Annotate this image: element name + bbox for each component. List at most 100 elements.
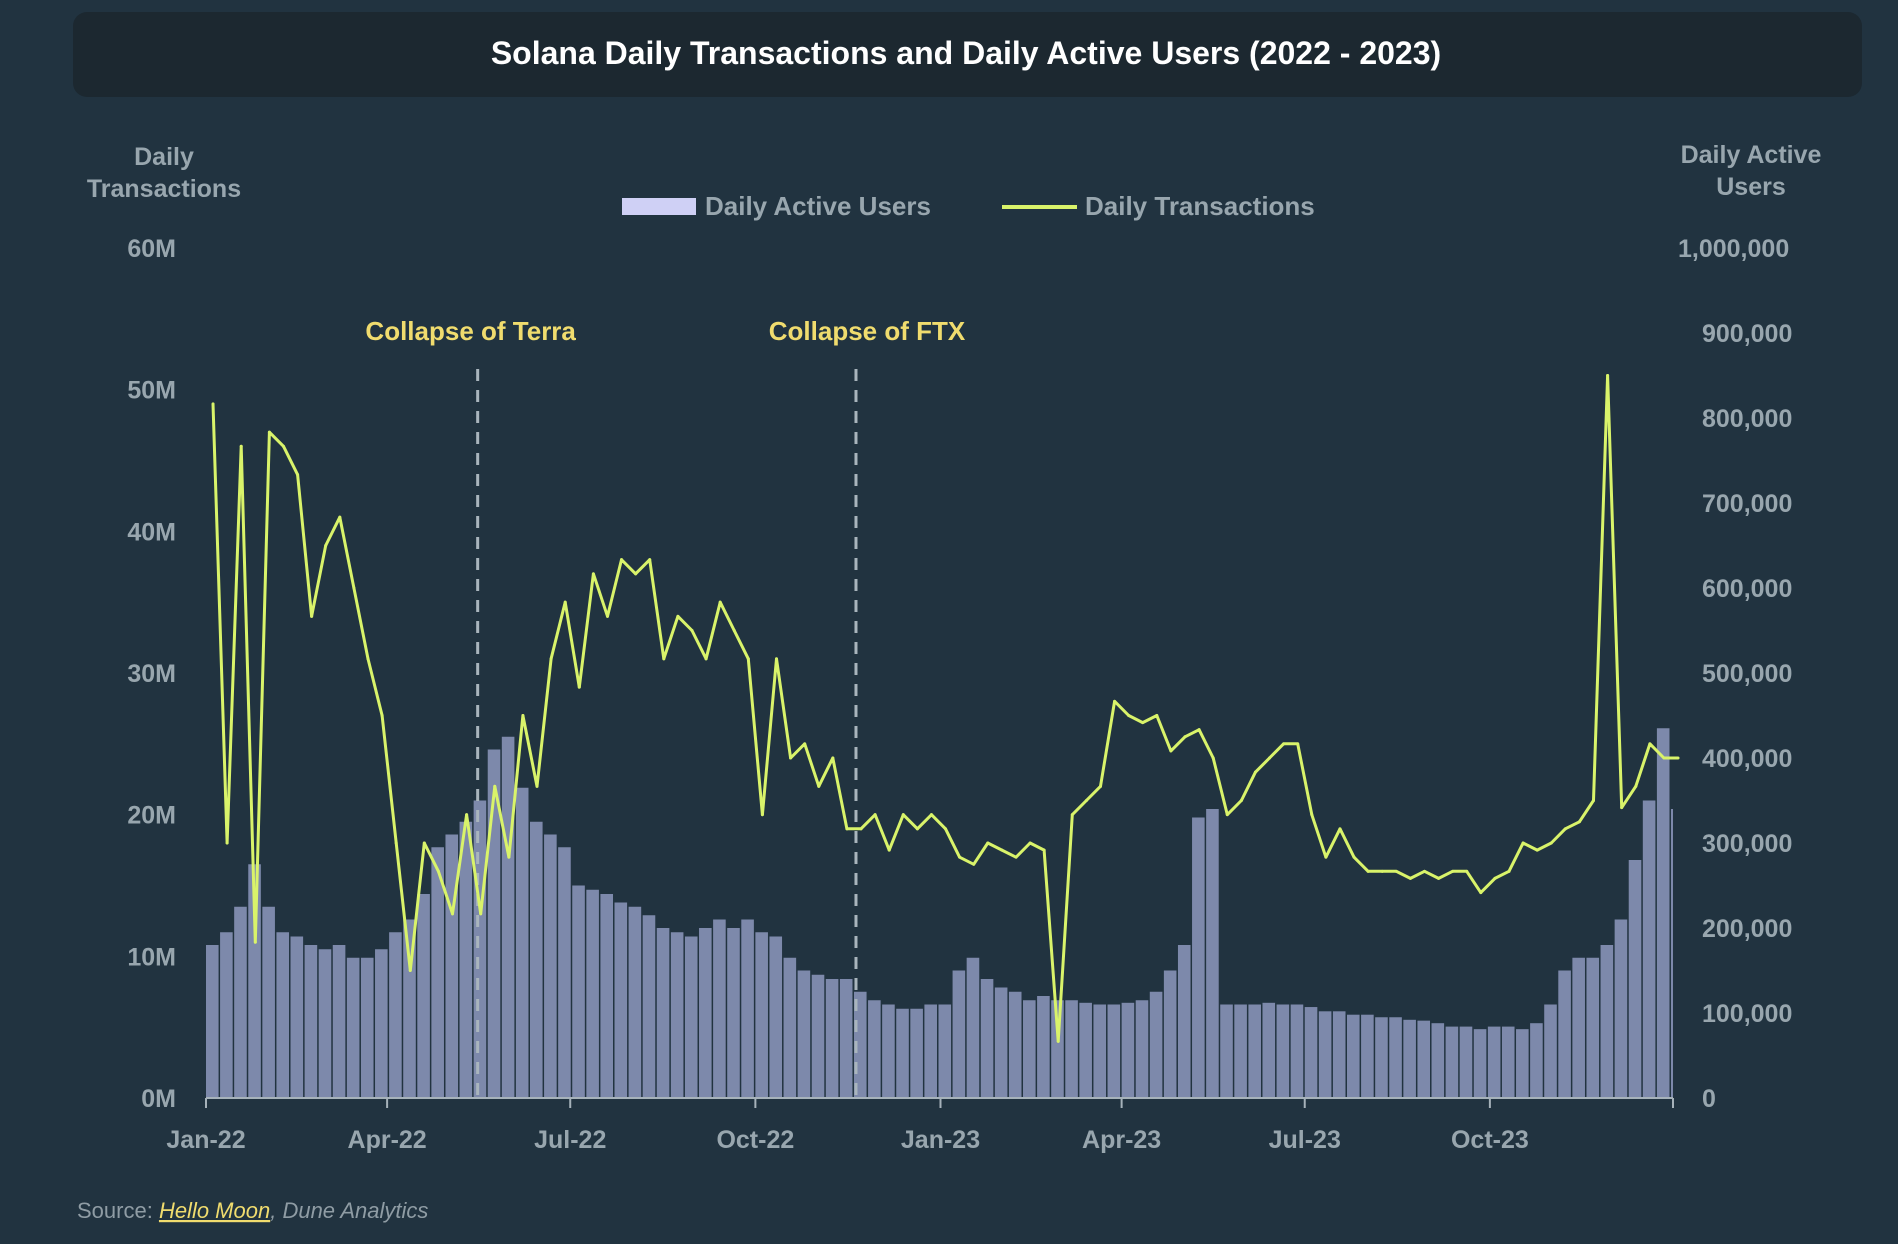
dau-bar <box>614 902 628 1098</box>
daily-transactions-point <box>746 657 750 661</box>
x-tick-label: Apr-22 <box>348 1126 427 1154</box>
dau-bar <box>572 885 585 1098</box>
daily-transactions-point <box>465 813 469 817</box>
daily-transactions-point <box>366 657 370 661</box>
dau-bar <box>783 957 797 1098</box>
dau-bar <box>839 979 853 1098</box>
dau-bar <box>529 821 543 1098</box>
dau-bar <box>1403 1019 1416 1098</box>
dau-bar <box>896 1008 909 1098</box>
source-prefix: Source: <box>77 1198 159 1223</box>
daily-transactions-point <box>591 572 595 576</box>
daily-transactions-point <box>1592 799 1596 802</box>
dau-bar <box>952 970 966 1098</box>
daily-transactions-point <box>1662 756 1666 760</box>
dau-bar <box>1093 1004 1107 1098</box>
dau-bar <box>487 749 501 1098</box>
x-tick-label: Jul-22 <box>534 1126 606 1154</box>
y-right-axis-title-line2: Users <box>1716 173 1786 201</box>
daily-transactions-point <box>1127 714 1131 717</box>
daily-transactions-point <box>267 430 271 434</box>
dau-bar <box>389 932 402 1098</box>
y-left-tick-label: 40M <box>127 518 176 546</box>
daily-transactions-point <box>1422 869 1426 873</box>
daily-transactions-point <box>887 848 891 852</box>
y-right-tick-label: 700,000 <box>1702 490 1792 518</box>
x-tick-label: Jan-22 <box>166 1126 245 1154</box>
daily-transactions-point <box>1070 813 1074 817</box>
y-left-tick-label: 20M <box>127 802 176 830</box>
y-left-tick-label: 30M <box>127 660 176 688</box>
dau-bar <box>727 928 740 1098</box>
dau-bar <box>346 957 360 1098</box>
y-left-axis-title-line2: Transactions <box>87 175 241 203</box>
daily-transactions-point <box>1366 869 1370 873</box>
daily-transactions-point <box>225 841 229 845</box>
daily-transactions-point <box>239 444 243 448</box>
daily-transactions-point <box>1352 855 1356 859</box>
dau-bar <box>1332 1011 1346 1098</box>
daily-transactions-point <box>986 841 990 845</box>
dau-bar <box>1177 945 1191 1098</box>
dau-bar <box>1501 1026 1515 1098</box>
dau-bar <box>1375 1017 1388 1098</box>
dau-bar <box>206 945 219 1098</box>
daily-transactions-point <box>1563 827 1567 831</box>
daily-transactions-point <box>563 600 567 604</box>
daily-transactions-point <box>620 558 624 562</box>
dau-bar <box>938 1004 952 1098</box>
daily-transactions-point <box>662 657 666 661</box>
dau-bar <box>1234 1004 1247 1098</box>
x-tick-label: Oct-23 <box>1451 1126 1529 1154</box>
annotation-label: Collapse of Terra <box>365 316 576 346</box>
daily-transactions-point <box>1197 728 1201 732</box>
dau-bar <box>1417 1020 1431 1098</box>
dau-bar <box>1163 970 1177 1098</box>
daily-transactions-point <box>394 841 398 845</box>
daily-transactions-point <box>1268 756 1272 760</box>
dau-bar <box>1558 970 1571 1098</box>
dau-bar <box>1614 919 1628 1098</box>
daily-transactions-point <box>1084 799 1088 802</box>
daily-transactions-point <box>1408 876 1412 880</box>
x-tick-label: Oct-22 <box>716 1126 794 1154</box>
daily-transactions-point <box>1437 876 1441 880</box>
daily-transactions-point <box>380 714 384 717</box>
source-link-hello-moon[interactable]: Hello Moon <box>159 1198 270 1223</box>
dau-bar <box>1037 996 1050 1098</box>
daily-transactions-point <box>1042 848 1046 852</box>
daily-transactions-point <box>718 600 722 604</box>
daily-transactions-point <box>479 912 483 916</box>
daily-transactions-point <box>211 402 215 406</box>
dau-bar <box>1459 1026 1473 1098</box>
daily-transactions-point <box>493 784 497 788</box>
y-right-tick-label: 500,000 <box>1702 660 1792 688</box>
daily-transactions-point <box>845 827 849 831</box>
dau-bar <box>1192 817 1205 1098</box>
dau-bar <box>1572 957 1585 1098</box>
dau-bar <box>1206 809 1219 1098</box>
dau-bar <box>1530 1023 1543 1098</box>
dau-bar <box>220 932 233 1098</box>
dau-bar <box>1445 1026 1459 1098</box>
dau-bar <box>1361 1014 1374 1098</box>
dau-bar <box>1656 728 1670 1098</box>
daily-transactions-point <box>1451 869 1455 873</box>
dau-bar <box>1290 1004 1304 1098</box>
title-bar <box>73 12 1862 97</box>
daily-transactions-point <box>1606 374 1610 377</box>
daily-transactions-point <box>859 827 863 831</box>
dau-bar <box>1220 1004 1233 1098</box>
dau-bar <box>1248 1004 1261 1098</box>
y-right-tick-label: 900,000 <box>1702 320 1792 348</box>
dau-bar <box>1065 1000 1078 1098</box>
dau-bar <box>1347 1014 1360 1098</box>
dau-bar <box>1642 800 1656 1098</box>
daily-transactions-point <box>958 855 962 859</box>
daily-transactions-point <box>605 614 609 618</box>
daily-transactions-point <box>1028 841 1032 845</box>
dau-bar <box>332 945 346 1098</box>
dau-bar <box>558 847 571 1098</box>
daily-transactions-point <box>972 862 976 866</box>
